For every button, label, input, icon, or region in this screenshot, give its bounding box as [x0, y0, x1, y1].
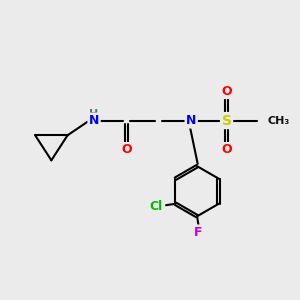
Text: H: H [89, 109, 99, 119]
Text: CH₃: CH₃ [267, 116, 290, 126]
Text: O: O [221, 143, 232, 157]
Text: S: S [222, 114, 232, 128]
Text: O: O [221, 85, 232, 98]
Text: O: O [121, 143, 132, 157]
Text: Cl: Cl [150, 200, 163, 213]
Text: N: N [89, 114, 99, 127]
Text: N: N [186, 114, 196, 127]
Text: F: F [194, 226, 203, 239]
